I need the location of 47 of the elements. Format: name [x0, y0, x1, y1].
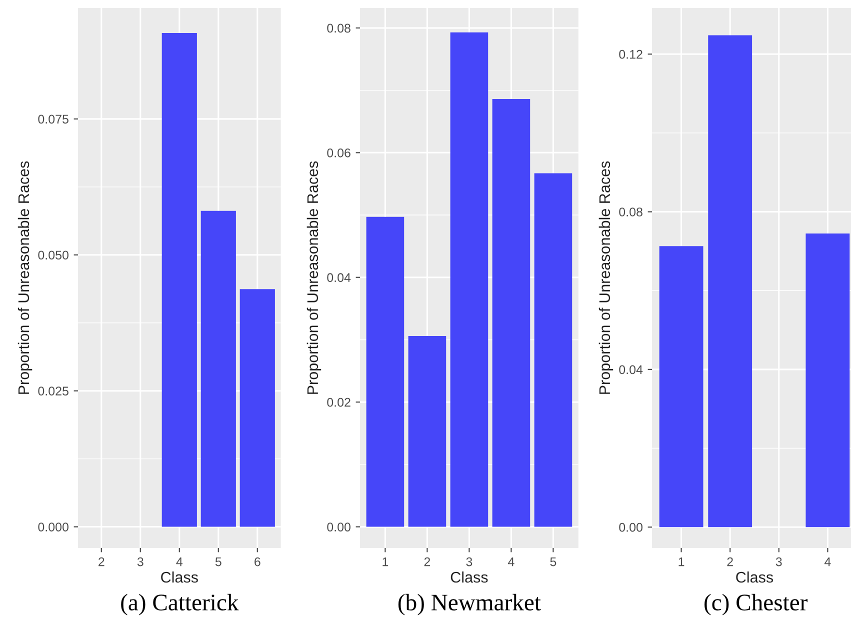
y-tick-label: 0.04 [619, 365, 643, 374]
x-tick-label: 1 [678, 557, 684, 566]
bar [450, 32, 488, 527]
x-tick-label: 4 [824, 557, 831, 566]
y-axis-title: Proportion of Unreasonable Races [306, 161, 322, 394]
text: (b) Newmarket [398, 594, 541, 616]
bar [240, 289, 275, 527]
text: (a) Catterick [121, 594, 239, 616]
x-tick-label: 5 [215, 557, 222, 566]
bar [534, 173, 572, 527]
y-tick-label: 0.050 [38, 250, 68, 260]
x-tick-label: 3 [776, 557, 782, 566]
bar [659, 246, 704, 528]
y-tick-label: 0.04 [327, 273, 351, 282]
x-tick-label: 2 [727, 557, 733, 566]
y-tick-label: 0.000 [38, 522, 68, 532]
x-tick-label: 5 [550, 557, 556, 566]
x-axis-title: Class [736, 571, 774, 583]
text: (c) Chester [704, 594, 808, 616]
x-tick-label: 6 [254, 557, 260, 566]
y-tick-label: 0.08 [327, 24, 350, 33]
y-axis-title: Proportion of Unreasonable Races [18, 161, 32, 394]
x-axis-title: Class [161, 571, 198, 583]
bar [708, 35, 752, 528]
y-tick-label: 0.12 [619, 50, 642, 59]
x-tick-label: 4 [508, 557, 514, 566]
y-axis-title: Proportion of Unreasonable Races [598, 161, 614, 394]
bar [200, 210, 236, 527]
y-tick-label: 0.025 [38, 386, 68, 396]
x-tick-label: 2 [98, 557, 104, 566]
bar [366, 216, 404, 527]
x-tick-label: 4 [176, 557, 183, 566]
bar [408, 336, 446, 527]
x-tick-label: 3 [137, 557, 144, 566]
y-tick-label: 0.00 [327, 522, 350, 532]
y-tick-label: 0.075 [38, 114, 68, 124]
y-tick-label: 0.06 [327, 148, 350, 158]
y-tick-label: 0.02 [327, 398, 350, 407]
bar [806, 233, 850, 528]
bar [492, 99, 530, 527]
x-tick-label: 1 [382, 557, 388, 566]
x-tick-label: 2 [424, 557, 430, 566]
y-tick-label: 0.00 [619, 522, 642, 532]
x-axis-title: Class [450, 571, 488, 583]
y-tick-label: 0.08 [619, 208, 642, 216]
x-tick-label: 3 [466, 557, 472, 566]
bar [162, 33, 197, 527]
